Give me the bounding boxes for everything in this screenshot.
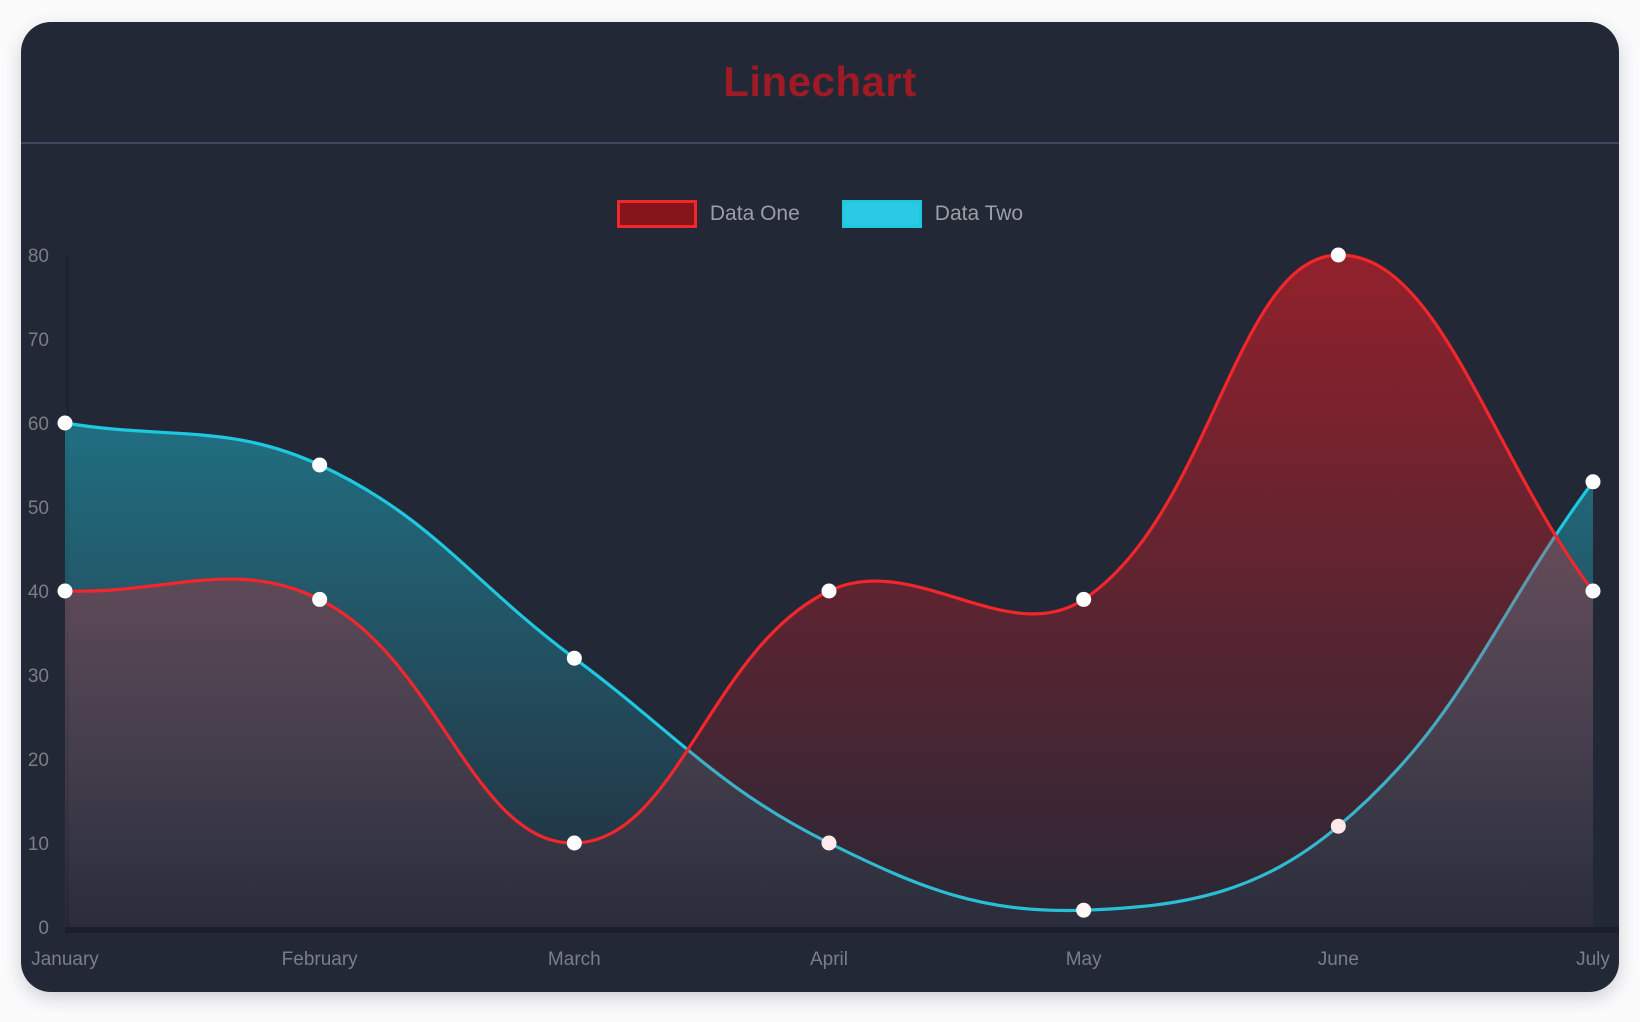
x-axis-category-label: June	[1318, 949, 1359, 970]
title-divider	[21, 142, 1619, 144]
point-data-one[interactable]	[821, 583, 837, 599]
x-axis-line	[65, 927, 1619, 933]
area-data-one	[65, 254, 1593, 928]
y-axis-tick-label: 0	[38, 918, 49, 939]
point-data-two[interactable]	[566, 650, 582, 666]
y-axis-tick-label: 40	[28, 582, 49, 603]
line-data-one	[63, 253, 1595, 845]
y-axis-tick-label: 70	[28, 330, 49, 351]
point-data-two[interactable]	[312, 457, 328, 473]
point-data-one[interactable]	[312, 591, 328, 607]
legend-label-data-two: Data Two	[934, 202, 1024, 225]
x-axis-category-label: July	[1576, 949, 1610, 970]
legend-swatch-data-one-icon	[616, 200, 697, 228]
x-axis-category-label: May	[1066, 949, 1102, 970]
chart-legend: Data One Data Two	[21, 200, 1619, 228]
point-data-one[interactable]	[1330, 247, 1346, 263]
y-axis-tick-label: 50	[28, 498, 49, 519]
point-data-two[interactable]	[57, 415, 73, 431]
point-data-one[interactable]	[57, 583, 73, 599]
x-axis-category-label: April	[810, 949, 848, 970]
legend-label-data-one: Data One	[709, 202, 800, 225]
line-chart-canvas[interactable]: 0 10 20 30 40 50 60 70 80 January February March Apr…	[21, 22, 1619, 992]
legend-swatch-data-two-icon	[841, 200, 922, 228]
x-axis-category-label: February	[282, 949, 359, 970]
legend-item-data-one[interactable]: Data One	[616, 200, 800, 228]
y-axis-tick-label: 80	[28, 246, 49, 267]
point-data-one[interactable]	[1076, 591, 1092, 607]
point-data-one[interactable]	[1585, 583, 1601, 599]
x-axis-category-label: March	[548, 949, 601, 970]
y-axis-tick-label: 60	[28, 414, 49, 435]
point-data-one[interactable]	[566, 835, 582, 851]
chart-title: Linechart	[723, 58, 917, 105]
y-axis-tick-label: 10	[28, 834, 49, 855]
y-axis-tick-label: 20	[28, 750, 49, 771]
y-axis-tick-label: 30	[28, 666, 49, 687]
point-data-two[interactable]	[1585, 474, 1601, 490]
x-axis-category-label: January	[31, 949, 99, 970]
legend-item-data-two[interactable]: Data Two	[841, 200, 1024, 228]
chart-card: Linechart 0 10 20 30 40 50 60 70 80 January Februa…	[21, 22, 1619, 992]
